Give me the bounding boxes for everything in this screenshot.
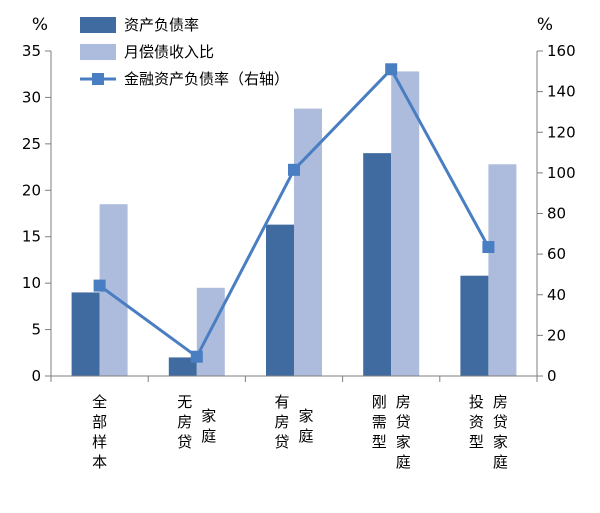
category-label-column: 家庭 bbox=[298, 407, 313, 445]
bar-asset-liability-1 bbox=[168, 357, 197, 376]
legend-swatch-0 bbox=[80, 17, 116, 33]
category-label-column: 房贷家庭 bbox=[493, 393, 508, 471]
line-marker-1 bbox=[190, 350, 203, 363]
left-tick-label: 30 bbox=[22, 88, 41, 106]
axes: 0 5 10 15 20 25 30 35 0 20 40 60 80 100 120 140 160%% bbox=[22, 15, 576, 385]
left-tick-label: 5 bbox=[31, 321, 41, 339]
plot-area bbox=[71, 63, 517, 377]
line-marker-2 bbox=[288, 163, 300, 176]
bar-asset-liability-2 bbox=[266, 224, 294, 376]
category-label-column: 家庭 bbox=[201, 407, 216, 445]
bar-debt-service-income-2 bbox=[294, 108, 322, 377]
line-marker-3 bbox=[385, 63, 398, 76]
right-axis-unit: % bbox=[537, 15, 553, 35]
category-label-column: 房贷家庭 bbox=[396, 393, 411, 471]
left-tick-label: 15 bbox=[22, 228, 41, 246]
right-tick-label: 20 bbox=[547, 326, 566, 344]
bar-asset-liability-0 bbox=[71, 292, 100, 376]
legend-label-1: 月偿债收入比 bbox=[124, 43, 214, 61]
legend-label-0: 资产负债率 bbox=[124, 16, 199, 34]
line-marker-0 bbox=[93, 279, 106, 292]
left-tick-label: 10 bbox=[22, 274, 41, 292]
category-label-0: 全部样本 bbox=[92, 393, 107, 471]
left-tick-label: 0 bbox=[31, 367, 41, 385]
left-tick-label: 20 bbox=[22, 181, 41, 199]
category-label-column: 全部样本 bbox=[92, 393, 107, 471]
category-label-column: 投资型 bbox=[469, 393, 484, 451]
right-tick-label: 140 bbox=[547, 83, 576, 101]
right-tick-label: 0 bbox=[547, 367, 557, 385]
right-tick-label: 160 bbox=[547, 42, 576, 60]
bar-debt-service-income-3 bbox=[391, 71, 420, 376]
legend-marker-2 bbox=[92, 73, 104, 85]
legend-swatch-1 bbox=[80, 44, 116, 60]
category-label-column: 有房贷 bbox=[274, 393, 289, 451]
bar-asset-liability-4 bbox=[460, 275, 489, 376]
bar-asset-liability-3 bbox=[363, 153, 392, 376]
left-axis-unit: % bbox=[32, 15, 48, 35]
legend-label-2: 金融资产负债率（右轴） bbox=[124, 70, 289, 88]
left-tick-label: 25 bbox=[22, 135, 41, 153]
line-marker-4 bbox=[482, 241, 495, 254]
bar-debt-service-income-4 bbox=[488, 164, 517, 376]
right-tick-label: 40 bbox=[547, 286, 566, 304]
right-tick-label: 100 bbox=[547, 164, 576, 182]
right-tick-label: 60 bbox=[547, 245, 566, 263]
left-tick-label: 35 bbox=[22, 42, 41, 60]
category-label-column: 无房贷 bbox=[177, 393, 192, 451]
right-tick-label: 120 bbox=[547, 123, 576, 141]
category-label-column: 刚需型 bbox=[372, 393, 387, 451]
right-tick-label: 80 bbox=[547, 205, 566, 223]
